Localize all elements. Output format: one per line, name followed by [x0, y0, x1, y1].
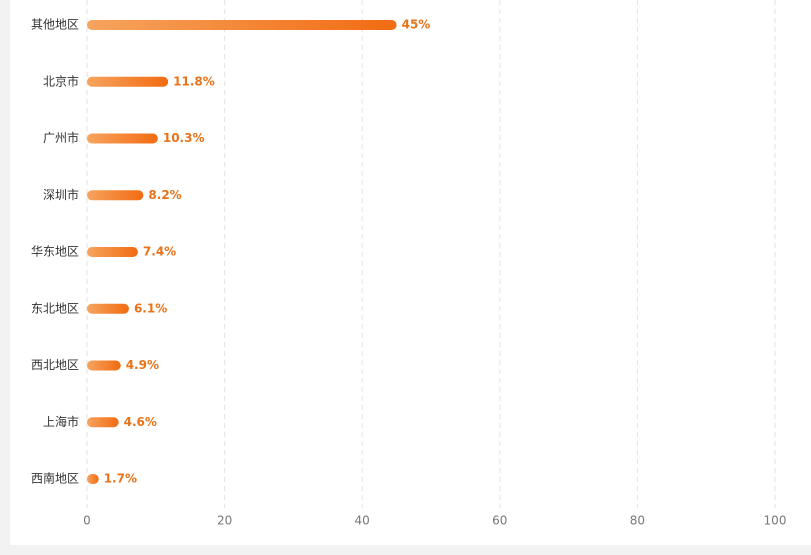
bar: [87, 190, 144, 201]
y-tick-label: 深圳市: [43, 187, 79, 202]
value-label: 4.9%: [126, 358, 159, 372]
y-tick-label: 西北地区: [31, 358, 79, 372]
bar: [87, 303, 129, 314]
value-label: 8.2%: [148, 188, 181, 202]
value-label: 1.7%: [104, 472, 137, 486]
x-tick-label: 0: [83, 514, 91, 528]
side-strip: [0, 0, 10, 555]
x-tick-label: 60: [492, 514, 507, 528]
bar: [87, 474, 99, 484]
value-label: 45%: [402, 18, 431, 32]
y-tick-label: 上海市: [43, 414, 79, 429]
bar: [87, 247, 138, 257]
value-label: 4.6%: [124, 415, 157, 429]
value-label: 10.3%: [163, 131, 205, 145]
bar: [87, 20, 397, 30]
value-label: 7.4%: [143, 245, 176, 259]
bar: [87, 133, 158, 144]
bottom-strip: [0, 545, 811, 555]
value-label: 6.1%: [134, 301, 167, 315]
x-tick-label: 80: [630, 514, 645, 528]
bar: [87, 417, 119, 428]
y-tick-label: 广州市: [43, 130, 79, 145]
x-tick-label: 20: [217, 514, 232, 528]
y-tick-label: 华东地区: [31, 245, 79, 259]
bar: [87, 360, 121, 371]
x-tick-label: 40: [355, 514, 370, 528]
bar: [87, 76, 169, 87]
y-tick-label: 其他地区: [31, 18, 79, 32]
y-tick-label: 东北地区: [31, 301, 79, 315]
y-tick-label: 西南地区: [31, 471, 79, 486]
value-label: 11.8%: [173, 74, 215, 88]
x-tick-label: 100: [764, 514, 787, 528]
y-tick-label: 北京市: [43, 73, 79, 88]
